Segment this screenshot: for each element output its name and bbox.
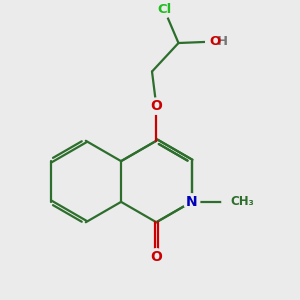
Text: O: O bbox=[150, 250, 162, 264]
Circle shape bbox=[148, 98, 164, 114]
Text: Cl: Cl bbox=[157, 3, 171, 16]
Circle shape bbox=[222, 197, 231, 206]
Text: H: H bbox=[217, 35, 228, 48]
Text: CH₃: CH₃ bbox=[231, 195, 254, 208]
Text: N: N bbox=[186, 195, 197, 209]
Circle shape bbox=[148, 249, 164, 265]
Text: O: O bbox=[150, 99, 162, 113]
Circle shape bbox=[206, 33, 223, 50]
Text: O: O bbox=[209, 35, 220, 48]
Circle shape bbox=[184, 194, 200, 210]
Circle shape bbox=[156, 2, 172, 18]
